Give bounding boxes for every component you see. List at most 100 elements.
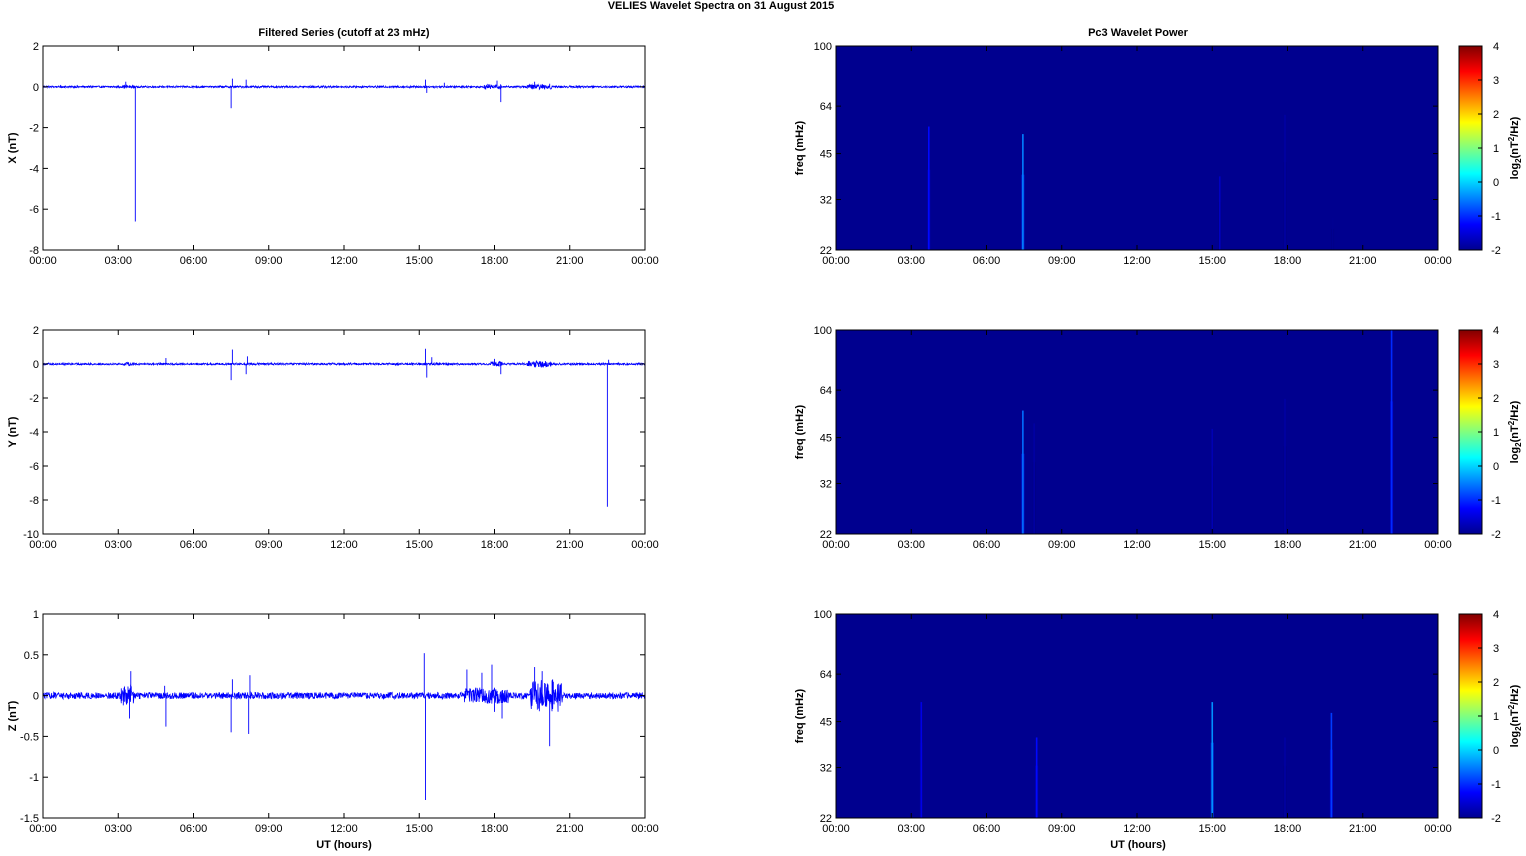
chart-panels: -8 -6 -4 -2 0 2 00:00 03:00 06:00 09:00 12:00 15:00… (7, 41, 1523, 835)
heatmap-panel-2-ytick-label: 32 (820, 479, 832, 491)
right-column-title: Pc3 Wavelet Power (1088, 27, 1189, 39)
heatmap-panel-2-xtick-label: 09:00 (1048, 539, 1076, 551)
heatmap-panel-2-ytick-label: 45 (820, 433, 832, 445)
heatmap-panel-2-ylabel: freq (mHz) (794, 404, 806, 459)
heatmap-panel-3-colorbar-tick-label: -1 (1491, 779, 1501, 791)
heatmap-panel-3-xtick-label: 03:00 (897, 823, 925, 835)
heatmap-panel-2-xtick-label: 00:00 (1424, 539, 1452, 551)
line-panel-3-xtick-label: 06:00 (180, 823, 208, 835)
heatmap-panel-3-colorbar-label: log2(nT2/Hz) (1507, 684, 1523, 747)
line-panel-2-ytick-label: 0 (33, 359, 39, 371)
heatmap-panel-3-plot-area (836, 614, 1438, 818)
line-panel-2-xtick-label: 06:00 (180, 539, 208, 551)
heatmap-panel-2-xtick-label: 06:00 (973, 539, 1001, 551)
line-panel-3-xtick-label: 21:00 (556, 823, 584, 835)
heatmap-panel-2-xtick-label: 00:00 (822, 539, 850, 551)
heatmap-panel-2-colorbar-tick-label: -2 (1491, 529, 1501, 541)
line-panel-1-ytick-label: -6 (29, 204, 39, 216)
heatmap-panel-2-ytick-label: 64 (820, 385, 832, 397)
line-panel-1-ytick-label: 2 (33, 41, 39, 53)
line-panel-3-xtick-label: 00:00 (631, 823, 659, 835)
heatmap-panel-1-ytick-label: 100 (814, 41, 832, 53)
heatmap-panel-1-xtick-label: 00:00 (822, 255, 850, 267)
heatmap-panel-1-streak (928, 126, 930, 250)
heatmap-panel-1-xtick-label: 21:00 (1349, 255, 1377, 267)
heatmap-panel-2-streak (1211, 428, 1214, 534)
line-panel-2-xtick-label: 00:00 (631, 539, 659, 551)
line-panel-3-xtick-label: 12:00 (330, 823, 358, 835)
line-panel-2-ylabel: Y (nT) (7, 416, 19, 447)
heatmap-panel-1-streak (1022, 134, 1024, 250)
heatmap-panel-3-streak (1211, 702, 1214, 818)
line-panel-1-xtick-label: 09:00 (255, 255, 283, 267)
line-panel-2-ytick-label: -10 (23, 529, 39, 541)
heatmap-panel-1-ylabel: freq (mHz) (794, 120, 806, 175)
line-panel-2-xtick-label: 21:00 (556, 539, 584, 551)
heatmap-panel-3-ytick-label: 64 (820, 669, 832, 681)
heatmap-panel-3-streak (920, 702, 923, 818)
heatmap-panel-1-ytick-label: 64 (820, 101, 832, 113)
heatmap-panel-2-streak (1284, 398, 1286, 534)
line-panel-3: -1.5 -1 -0.5 0 0.5 1 00:00 03:00 06:00 09:00 12:00… (7, 609, 659, 835)
line-panel-3-series-line (42, 679, 646, 712)
heatmap-panel-1-colorbar-tick-label: 3 (1493, 75, 1499, 87)
line-panel-2: -10 -8 -6 -4 -2 0 2 00:00 03:00 06:00 09:00 12:00 15… (7, 325, 659, 551)
heatmap-panel-3-ylabel: freq (mHz) (794, 688, 806, 743)
line-panel-3-xtick-label: 18:00 (481, 823, 509, 835)
heatmap-panel-3-xtick-label: 21:00 (1349, 823, 1377, 835)
heatmap-panel-2-xtick-label: 15:00 (1198, 539, 1226, 551)
heatmap-panel-2-colorbar-tick-label: 2 (1493, 393, 1499, 405)
left-column-title: Filtered Series (cutoff at 23 mHz) (258, 27, 429, 39)
line-panel-2-xtick-label: 09:00 (255, 539, 283, 551)
heatmap-panel-3-xtick-label: 06:00 (973, 823, 1001, 835)
heatmap-panel-1-colorbar-tick-label: 1 (1493, 143, 1499, 155)
heatmap-panel-2-colorbar-tick-label: 1 (1493, 427, 1499, 439)
heatmap-panel-2-xtick-label: 21:00 (1349, 539, 1377, 551)
line-panel-2-ytick-label: -2 (29, 393, 39, 405)
heatmap-panel-3-xtick-label: 18:00 (1274, 823, 1302, 835)
line-panel-2-xtick-label: 00:00 (29, 539, 57, 551)
heatmap-panel-3-streak (1330, 712, 1333, 818)
line-panel-1-xtick-label: 03:00 (104, 255, 132, 267)
figure-title: VELIES Wavelet Spectra on 31 August 2015 (608, 0, 835, 12)
heatmap-panel-3-streak (1284, 737, 1286, 818)
heatmap-panel-1-xtick-label: 03:00 (897, 255, 925, 267)
heatmap-panel-2-colorbar-tick-label: 3 (1493, 359, 1499, 371)
heatmap-panel-1-plot-area (836, 46, 1438, 250)
heatmap-panel-2-streak (1390, 330, 1393, 534)
left-xlabel: UT (hours) (316, 839, 372, 851)
line-panel-1-xtick-label: 12:00 (330, 255, 358, 267)
line-panel-1-xtick-label: 00:00 (29, 255, 57, 267)
heatmap-panel-1-xtick-label: 12:00 (1123, 255, 1151, 267)
line-panel-1-series-line (42, 83, 646, 91)
heatmap-panel-1-streak (1284, 114, 1286, 250)
heatmap-panel-2-ytick-label: 22 (820, 529, 832, 541)
heatmap-panel-3-ytick-label: 22 (820, 813, 832, 825)
heatmap-panel-1-colorbar-tick-label: 2 (1493, 109, 1499, 121)
line-panel-3-plot-area (43, 614, 645, 818)
line-panel-2-series-line (42, 359, 646, 369)
heatmap-panel-3-colorbar-tick-label: 0 (1493, 745, 1499, 757)
heatmap-panel-1-colorbar-tick-label: 4 (1493, 41, 1499, 53)
line-panel-3-xtick-label: 03:00 (104, 823, 132, 835)
heatmap-panel-1-colorbar-tick-label: -2 (1491, 245, 1501, 257)
line-panel-1-xtick-label: 18:00 (481, 255, 509, 267)
heatmap-panel-1-streak (1331, 217, 1334, 250)
line-panel-3-ytick-label: -1 (29, 772, 39, 784)
heatmap-panel-2-xtick-label: 03:00 (897, 539, 925, 551)
line-panel-2-xtick-label: 18:00 (481, 539, 509, 551)
heatmap-panel-3-colorbar-tick-label: 4 (1493, 609, 1499, 621)
heatmap-panel-1-colorbar-tick-label: -1 (1491, 211, 1501, 223)
heatmap-panel-2-streak (1022, 410, 1024, 534)
heatmap-panel-1-colorbar-label: log2(nT2/Hz) (1507, 116, 1523, 179)
heatmap-panel-1-xtick-label: 06:00 (973, 255, 1001, 267)
line-panel-1-xtick-label: 00:00 (631, 255, 659, 267)
line-panel-2-xtick-label: 03:00 (104, 539, 132, 551)
heatmap-panel-3-ytick-label: 100 (814, 609, 832, 621)
heatmap-panel-2-xtick-label: 18:00 (1274, 539, 1302, 551)
line-panel-2-ytick-label: -8 (29, 495, 39, 507)
heatmap-panel-1-xtick-label: 15:00 (1198, 255, 1226, 267)
